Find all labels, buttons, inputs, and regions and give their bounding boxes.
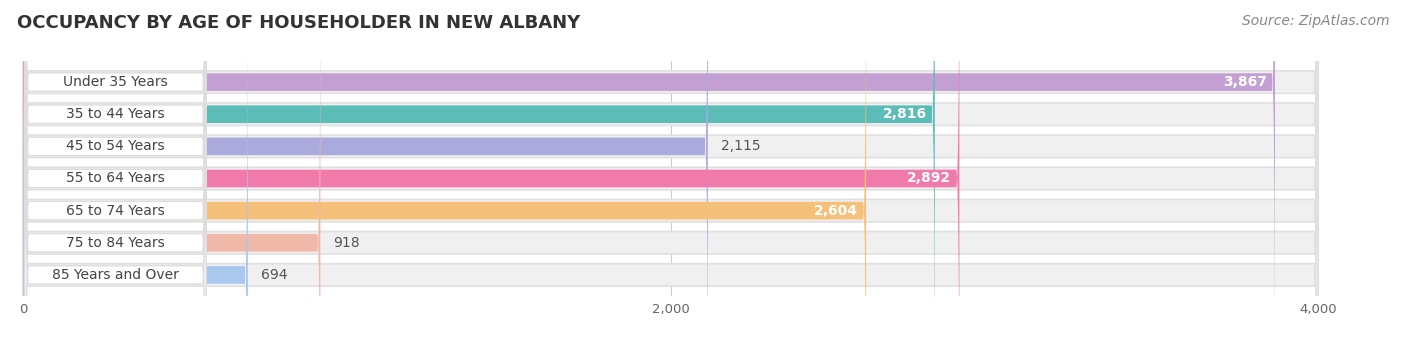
FancyBboxPatch shape <box>24 0 1317 340</box>
FancyBboxPatch shape <box>24 0 247 340</box>
FancyBboxPatch shape <box>25 0 207 340</box>
FancyBboxPatch shape <box>24 0 935 340</box>
FancyBboxPatch shape <box>24 0 1317 340</box>
Text: 918: 918 <box>333 236 360 250</box>
Text: 55 to 64 Years: 55 to 64 Years <box>66 171 165 186</box>
Text: 3,867: 3,867 <box>1223 75 1267 89</box>
Text: Source: ZipAtlas.com: Source: ZipAtlas.com <box>1241 14 1389 28</box>
Text: Under 35 Years: Under 35 Years <box>63 75 167 89</box>
FancyBboxPatch shape <box>24 0 1317 340</box>
FancyBboxPatch shape <box>25 0 207 340</box>
Text: 2,604: 2,604 <box>814 204 858 218</box>
FancyBboxPatch shape <box>24 0 1275 340</box>
FancyBboxPatch shape <box>25 0 207 340</box>
FancyBboxPatch shape <box>24 0 1317 340</box>
FancyBboxPatch shape <box>24 0 959 340</box>
FancyBboxPatch shape <box>25 0 207 340</box>
Text: 35 to 44 Years: 35 to 44 Years <box>66 107 165 121</box>
Text: 45 to 54 Years: 45 to 54 Years <box>66 139 165 153</box>
Text: 2,892: 2,892 <box>907 171 952 186</box>
FancyBboxPatch shape <box>24 0 1317 340</box>
FancyBboxPatch shape <box>24 0 866 340</box>
FancyBboxPatch shape <box>24 0 1317 340</box>
Text: 75 to 84 Years: 75 to 84 Years <box>66 236 165 250</box>
FancyBboxPatch shape <box>24 0 1317 340</box>
FancyBboxPatch shape <box>25 0 207 340</box>
Text: 65 to 74 Years: 65 to 74 Years <box>66 204 165 218</box>
Text: OCCUPANCY BY AGE OF HOUSEHOLDER IN NEW ALBANY: OCCUPANCY BY AGE OF HOUSEHOLDER IN NEW A… <box>17 14 581 32</box>
FancyBboxPatch shape <box>25 0 207 340</box>
FancyBboxPatch shape <box>24 0 321 340</box>
Text: 2,816: 2,816 <box>883 107 927 121</box>
Text: 2,115: 2,115 <box>721 139 761 153</box>
FancyBboxPatch shape <box>24 0 707 340</box>
Text: 694: 694 <box>262 268 287 282</box>
FancyBboxPatch shape <box>25 0 207 340</box>
Text: 85 Years and Over: 85 Years and Over <box>52 268 179 282</box>
